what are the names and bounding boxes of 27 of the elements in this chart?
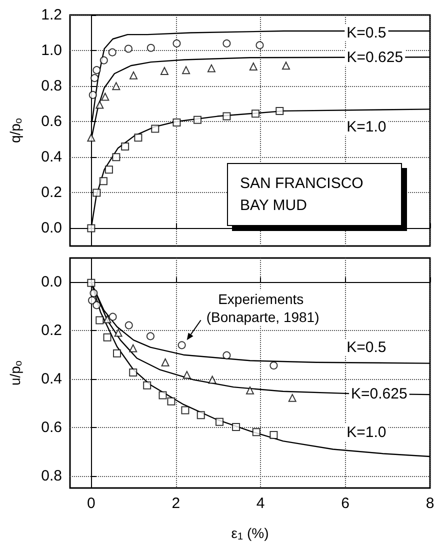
annotation: Experiements (Bonaparte, 1981) — [206, 291, 320, 326]
x-tick-label: 0 — [87, 495, 96, 512]
y-tick-label: 0.6 — [41, 418, 62, 436]
annotation: K=0.5 — [346, 24, 386, 42]
annotation: K=0.625 — [346, 48, 404, 66]
y-tick-label: 0.2 — [41, 322, 62, 340]
annotation: K=0.5 — [346, 339, 386, 356]
x-tick-label: 4 — [256, 495, 265, 512]
y-axis-title: q/po — [7, 118, 24, 144]
y-tick-label: 0.4 — [41, 148, 62, 166]
y-tick-label: 1.0 — [41, 42, 62, 60]
x-tick-label: 2 — [172, 495, 180, 512]
y-tick-label: 0.8 — [41, 78, 62, 95]
y-axis-title: u/po — [7, 360, 24, 386]
annotation: K=1.0 — [346, 118, 386, 136]
y-tick-label: 0.0 — [41, 274, 62, 291]
y-tick-label: 0.8 — [41, 467, 62, 484]
y-tick-label: 0.0 — [41, 220, 62, 237]
y-tick-label: 1.2 — [41, 6, 62, 24]
y-tick-label: 0.4 — [41, 370, 62, 388]
y-tick-label: 0.6 — [41, 113, 62, 130]
y-tick-label: 0.2 — [41, 184, 62, 202]
annotation: K=0.625 — [351, 386, 408, 403]
annotation: SAN FRANCISCO BAY MUD — [240, 174, 364, 216]
x-tick-label: 8 — [426, 495, 434, 512]
x-tick-label: 6 — [341, 495, 350, 512]
annotation: K=1.0 — [346, 424, 386, 441]
